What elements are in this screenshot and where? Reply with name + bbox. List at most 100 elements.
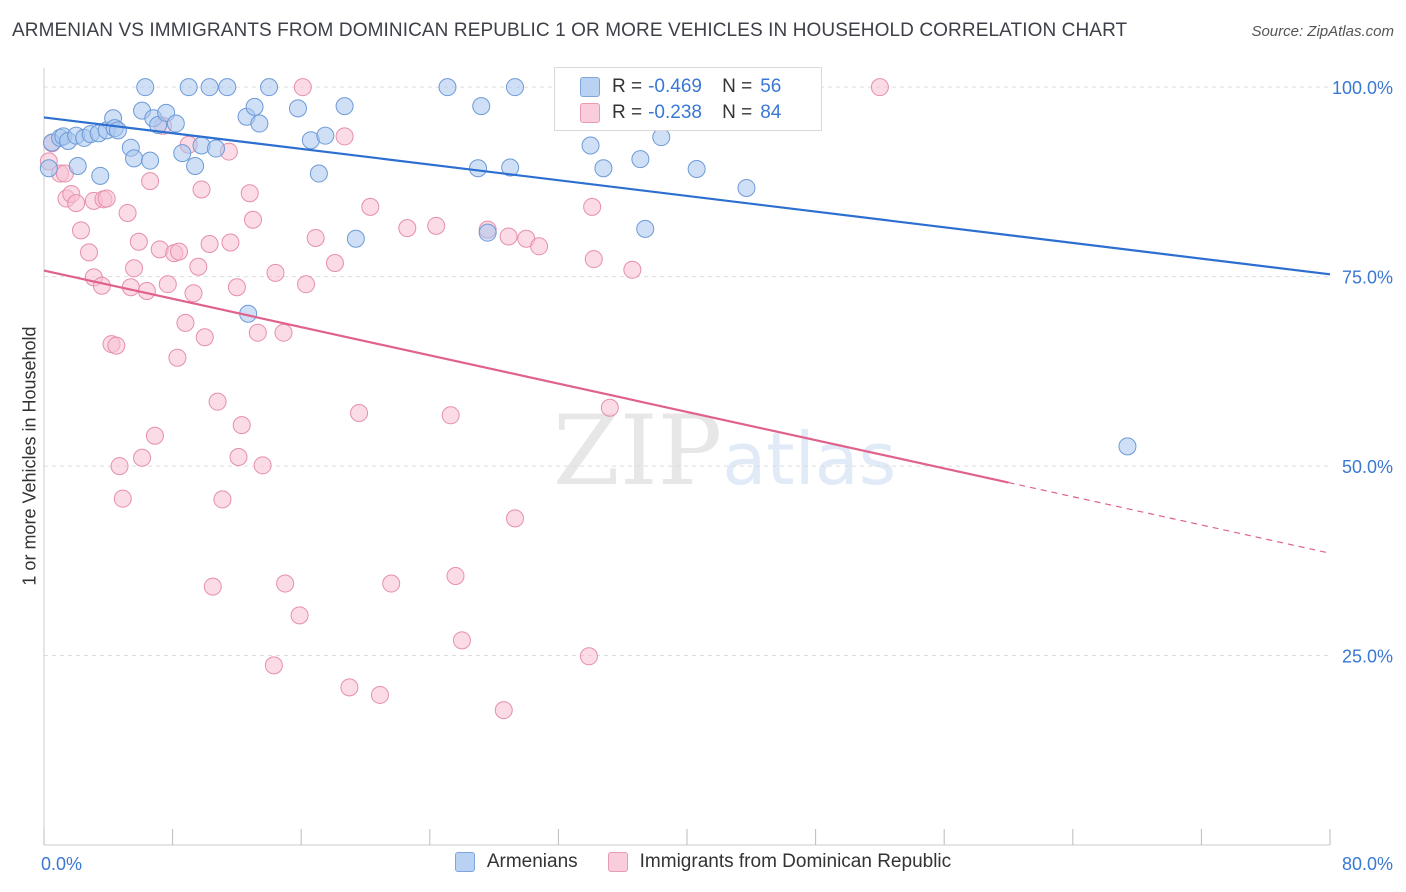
armenian-point [245, 97, 264, 116]
dominican-point [494, 701, 513, 720]
legend-n-value: 56 [760, 76, 782, 97]
trend-lines [43, 116, 1331, 554]
armenian-point [141, 151, 160, 170]
dominican-point [133, 448, 152, 467]
armenian-point [478, 223, 497, 242]
dominican-point [297, 275, 316, 294]
armenian-point [166, 114, 185, 133]
legend-r-label: R = [612, 102, 643, 123]
dominican-point [370, 685, 389, 704]
dominican-point [600, 398, 619, 417]
dominican-point [229, 447, 248, 466]
dominican-point [427, 216, 446, 235]
dominican-point [382, 574, 401, 593]
dominican-point [129, 232, 148, 251]
grid-lines [44, 86, 1330, 657]
armenian-point [469, 159, 488, 178]
dominican-point [340, 678, 359, 697]
dominican-point [80, 243, 99, 262]
dominican-trend-line-extension [1008, 481, 1331, 554]
legend-swatch-blue [454, 852, 475, 872]
dominican-point [145, 426, 164, 445]
armenian-point [218, 78, 237, 97]
armenian-point [250, 114, 269, 133]
dominican-point [583, 197, 602, 216]
armenian-point [652, 128, 671, 147]
armenian-point [91, 166, 110, 185]
source-label: Source: ZipAtlas.com [1251, 23, 1394, 40]
series-dominican-points [39, 78, 889, 720]
dominican-point [266, 263, 285, 282]
armenians-trend-line [43, 116, 1331, 276]
series-legend: Armenians Immigrants from Dominican Repu… [0, 851, 1406, 873]
dominican-point [97, 189, 116, 208]
armenian-point [186, 156, 205, 175]
axes [43, 68, 1331, 846]
dominican-point [290, 606, 309, 625]
legend-swatch-pink [580, 103, 600, 123]
armenian-point [207, 139, 226, 158]
dominican-point [110, 457, 129, 476]
armenian-point [260, 78, 279, 97]
legend-row-armenians: R = -0.469 N = 56 [580, 75, 781, 99]
armenian-point [594, 159, 613, 178]
dominican-point [168, 348, 187, 367]
armenian-point [737, 178, 756, 197]
armenian-point [68, 156, 87, 175]
y-tick-label: 75.0% [1342, 268, 1393, 288]
dominican-point [446, 566, 465, 585]
dominican-point [361, 197, 380, 216]
dominican-point [184, 284, 203, 303]
dominican-point [441, 406, 460, 425]
armenian-point [631, 150, 650, 169]
x-tick-label: 0.0% [41, 854, 82, 874]
legend-n-label: N = [722, 76, 753, 97]
y-tick-label: 50.0% [1342, 457, 1393, 477]
dominican-point [195, 328, 214, 347]
dominican-point [253, 456, 272, 475]
dominican-point [325, 253, 344, 272]
armenian-point [136, 78, 155, 97]
dominican-point [227, 278, 246, 297]
dominican-point [125, 259, 144, 278]
armenian-point [335, 97, 354, 116]
correlation-legend: R = -0.469 N = 56 R = -0.238 N = 84 [554, 67, 822, 131]
dominican-trend-line [43, 269, 1009, 484]
armenian-point [179, 78, 198, 97]
armenian-point [192, 136, 211, 155]
dominican-point [107, 336, 126, 355]
dominican-point [189, 257, 208, 276]
armenian-point [309, 164, 328, 183]
dominican-point [452, 631, 471, 650]
y-axis-label: 1 or more Vehicles in Household [19, 326, 40, 586]
y-tick-label: 100.0% [1332, 78, 1393, 98]
legend-n-value: 84 [760, 102, 782, 123]
armenian-point [581, 136, 600, 155]
x-tick-label: 80.0% [1342, 854, 1393, 874]
dominican-point [870, 78, 889, 97]
dominican-point [499, 227, 518, 246]
armenian-point [501, 158, 520, 177]
armenian-point [1118, 437, 1137, 456]
armenian-point [125, 149, 144, 168]
legend-item-armenians[interactable]: Armenians [454, 851, 578, 873]
dominican-point [276, 574, 295, 593]
dominican-point [584, 250, 603, 269]
armenian-point [39, 159, 58, 178]
legend-r-value: -0.238 [648, 102, 702, 123]
dominican-point [203, 577, 222, 596]
legend-item-dominican[interactable]: Immigrants from Dominican Republic [607, 851, 951, 873]
watermark-atlas: atlas [722, 417, 897, 501]
tick-labels: 100.0% 75.0% 50.0% 25.0% 0.0% 80.0% [41, 78, 1393, 874]
legend-swatch-pink [607, 852, 628, 872]
dominican-point [232, 416, 251, 435]
dominican-point [170, 242, 189, 261]
armenian-point [173, 144, 192, 163]
armenian-point [346, 229, 365, 248]
dominican-point [192, 180, 211, 199]
dominican-point [213, 490, 232, 509]
dominican-point [221, 233, 240, 252]
dominican-point [530, 237, 549, 256]
dominican-point [293, 78, 312, 97]
